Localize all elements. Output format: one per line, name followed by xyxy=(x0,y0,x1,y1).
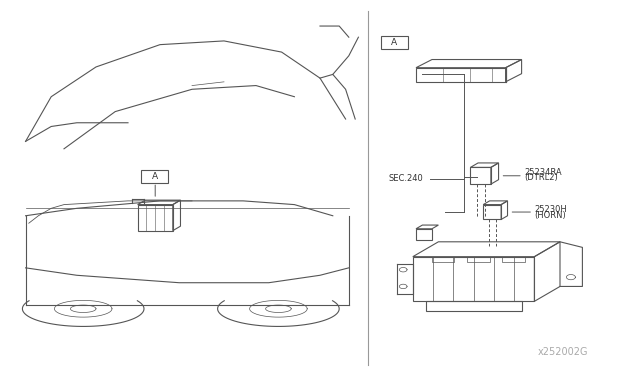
Bar xyxy=(416,229,432,240)
Bar xyxy=(432,257,454,262)
Bar xyxy=(413,257,534,301)
Text: SEC.240: SEC.240 xyxy=(388,174,423,183)
Bar xyxy=(502,257,525,262)
Text: A: A xyxy=(152,172,157,181)
Text: x252002G: x252002G xyxy=(538,347,588,357)
Text: (HORN): (HORN) xyxy=(534,211,566,219)
Text: A: A xyxy=(391,38,397,47)
Bar xyxy=(416,68,506,82)
Text: (DTRL2): (DTRL2) xyxy=(524,173,558,182)
Text: 25234RA: 25234RA xyxy=(524,168,562,177)
Bar xyxy=(483,205,501,219)
Text: 25230H: 25230H xyxy=(534,205,567,214)
Bar xyxy=(467,257,490,262)
Bar xyxy=(470,167,491,184)
